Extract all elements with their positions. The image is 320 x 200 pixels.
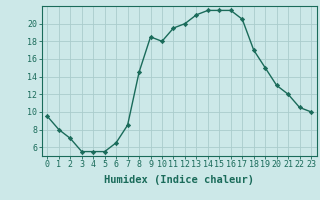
X-axis label: Humidex (Indice chaleur): Humidex (Indice chaleur) bbox=[104, 175, 254, 185]
